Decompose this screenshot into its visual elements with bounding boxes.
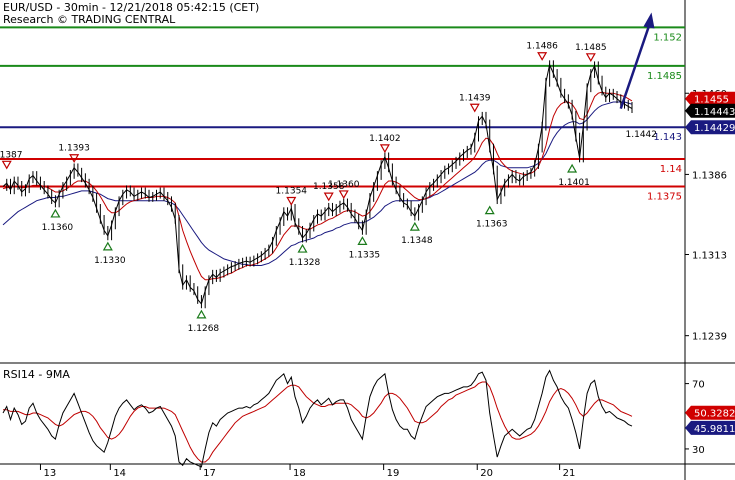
marker-up-16 xyxy=(567,163,578,173)
marker-up-8 xyxy=(297,243,308,253)
marker-label-15: 1.1485 xyxy=(575,43,607,53)
marker-label-13: 1.1363 xyxy=(476,220,508,230)
marker-up-9 xyxy=(357,236,368,245)
marker-label-8: 1.1328 xyxy=(289,258,321,268)
marker-up-13 xyxy=(484,205,495,215)
x-tick-label-6: 21 xyxy=(563,468,576,479)
level-label-3: 1.14 xyxy=(660,164,682,175)
chart-credit: Research © TRADING CENTRAL xyxy=(3,13,176,26)
x-tick-label-1: 14 xyxy=(113,468,126,479)
price-line xyxy=(2,63,633,305)
marker-label-4: 1.1268 xyxy=(188,324,220,334)
marker-down-15 xyxy=(585,53,596,63)
y-tick-label-1: 1.1386 xyxy=(692,170,727,181)
price-box-label-1: 1.14443 xyxy=(694,107,735,118)
marker-label-0: 1.1387 xyxy=(0,150,22,160)
rsi-box-label-0: 50.3282 xyxy=(694,409,735,420)
rsi-box-label-1: 45.9811 xyxy=(694,424,735,435)
marker-label-9: 1.1335 xyxy=(349,250,381,260)
rsi-ma-line xyxy=(3,381,633,463)
marker-label-10: 1.1402 xyxy=(369,134,401,144)
level-label-1: 1.1485 xyxy=(647,71,682,82)
projection-arrow-head xyxy=(643,12,655,29)
rsi-box-1 xyxy=(685,420,735,435)
y-tick-label-3: 1.1239 xyxy=(692,332,727,343)
marker-label-7: 1.1360 xyxy=(328,180,360,190)
marker-up-2 xyxy=(50,208,61,218)
rsi-box-0 xyxy=(685,405,735,420)
marker-label-14: 1.1486 xyxy=(526,42,558,52)
x-tick-label-2: 17 xyxy=(203,468,216,479)
marker-down-0 xyxy=(1,160,12,170)
marker-up-3 xyxy=(102,241,113,251)
price-box-1 xyxy=(685,103,735,118)
level-label-0: 1.152 xyxy=(653,32,682,43)
marker-down-1 xyxy=(69,154,80,163)
marker-label-1: 1.1393 xyxy=(58,144,90,154)
projection-arrow-shaft xyxy=(619,24,651,110)
marker-label-5: 1.1354 xyxy=(276,187,308,197)
price-box-label-2: 1.14429 xyxy=(694,123,735,134)
level-label-2: 1.143 xyxy=(653,132,682,143)
level-label-4: 1.1375 xyxy=(647,191,682,202)
marker-up-4 xyxy=(196,309,207,319)
price-box-2 xyxy=(685,120,735,135)
x-tick-label-3: 18 xyxy=(293,468,306,479)
rsi-tick-label-0: 70 xyxy=(692,380,705,391)
marker-down-14 xyxy=(537,52,548,61)
price-box-label-0: 1.1455 xyxy=(694,95,729,106)
y-tick-label-2: 1.1313 xyxy=(692,250,727,261)
x-tick-label-5: 20 xyxy=(480,468,493,479)
marker-down-12 xyxy=(469,103,480,113)
marker-label-6: 1.1358 xyxy=(313,182,345,192)
rsi-tick-label-1: 30 xyxy=(692,445,705,456)
marker-up-11 xyxy=(409,221,420,231)
marker-label-16: 1.1401 xyxy=(558,178,590,188)
level-tag-0: 1.1442 xyxy=(626,130,658,140)
chart-title: EUR/USD - 30min - 12/21/2018 05:42:15 (C… xyxy=(3,1,260,14)
marker-label-3: 1.1330 xyxy=(94,256,126,266)
rsi-line xyxy=(2,369,633,468)
marker-label-2: 1.1360 xyxy=(42,223,74,233)
x-tick-label-4: 19 xyxy=(387,468,400,479)
x-tick-label-0: 13 xyxy=(43,468,56,479)
marker-label-12: 1.1439 xyxy=(459,93,491,103)
marker-down-7 xyxy=(338,190,349,200)
marker-down-5 xyxy=(286,196,297,206)
ma-slow-line xyxy=(2,101,633,266)
marker-down-6 xyxy=(323,192,334,202)
marker-down-10 xyxy=(379,144,390,154)
rsi-title: RSI14 - 9MA xyxy=(3,368,70,381)
price-box-0 xyxy=(685,91,735,106)
marker-label-11: 1.1348 xyxy=(401,236,433,246)
